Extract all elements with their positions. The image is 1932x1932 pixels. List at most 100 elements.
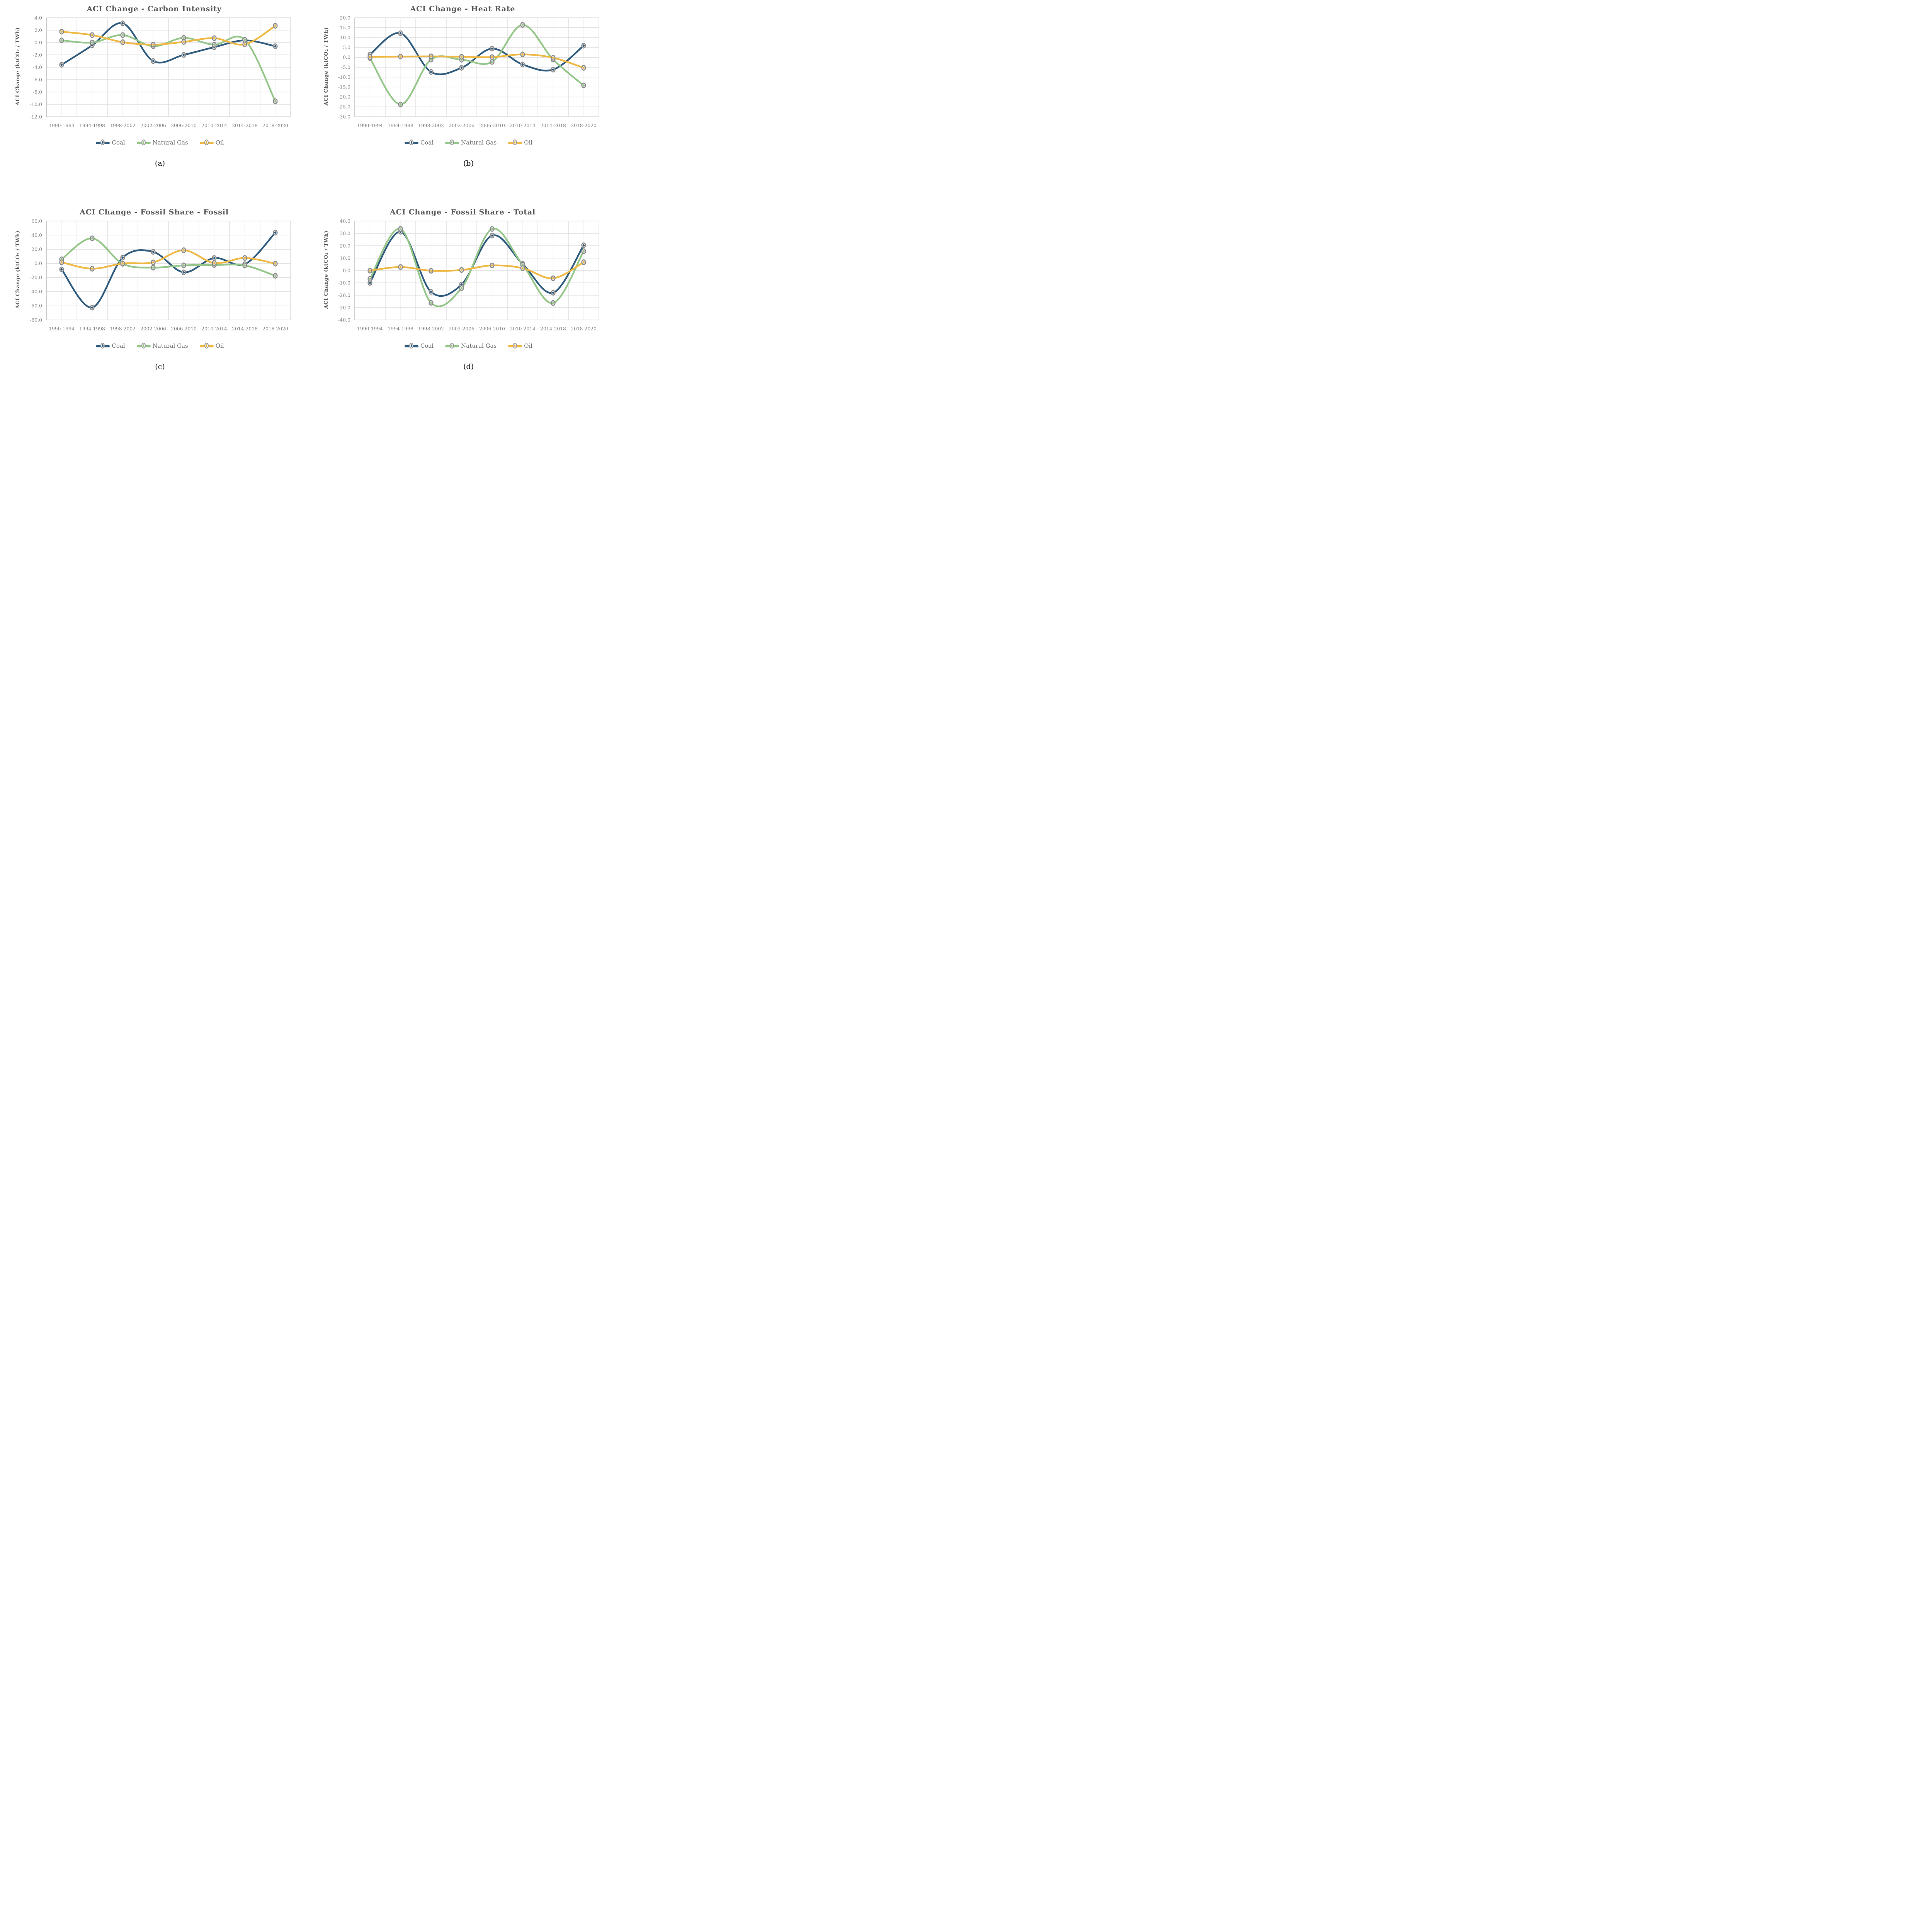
legend-line-marker-icon [136, 343, 151, 349]
caption-b: (b) [463, 159, 474, 168]
legend-a: Coal Natural Gas Oil [96, 139, 224, 146]
svg-text:-15.0: -15.0 [338, 84, 350, 90]
svg-text:0.0: 0.0 [34, 39, 42, 45]
svg-text:-30.0: -30.0 [338, 304, 350, 310]
svg-text:1994-1998: 1994-1998 [79, 326, 105, 332]
svg-text:0.0: 0.0 [343, 267, 350, 273]
chart-row-d: ACI Change (ktCO₂ / TWh) -40.0 -30.0 -20.0… [323, 217, 602, 340]
svg-text:10.0: 10.0 [340, 35, 350, 41]
svg-text:2002-2006: 2002-2006 [449, 123, 474, 128]
legend-line-marker-icon [404, 139, 418, 146]
chart-panel-b: ACI Change - Heat Rate ACI Change (ktCO₂… [308, 0, 617, 198]
legend-line-marker-icon [136, 139, 151, 146]
svg-text:-10.0: -10.0 [338, 74, 350, 80]
y-axis-label-b: ACI Change (ktCO₂ / TWh) [323, 27, 329, 106]
chart-row-c: ACI Change (ktCO₂ / TWh) -80.0 -60.0 -40.0… [15, 217, 294, 340]
svg-text:30.0: 30.0 [340, 230, 350, 236]
svg-text:2002-2006: 2002-2006 [449, 326, 474, 332]
svg-text:2010-2014: 2010-2014 [201, 326, 227, 332]
svg-text:1990-1994: 1990-1994 [49, 326, 75, 332]
svg-text:2014-2018: 2014-2018 [540, 326, 566, 332]
svg-text:40.0: 40.0 [340, 218, 350, 224]
svg-text:1994-1998: 1994-1998 [388, 326, 413, 332]
legend-item-coal: Coal [96, 139, 125, 146]
chart-row-a: ACI Change (ktCO₂ / TWh) -12.0 -10.0 -8.0 -… [15, 14, 294, 137]
legend-label: Coal [112, 139, 125, 146]
y-axis-label-a: ACI Change (ktCO₂ / TWh) [15, 27, 21, 106]
legend-line-marker-icon [445, 139, 459, 146]
svg-text:1990-1994: 1990-1994 [49, 123, 75, 128]
svg-text:-20.0: -20.0 [29, 275, 42, 281]
caption-c: (c) [155, 362, 165, 371]
y-axis-label-d: ACI Change (ktCO₂ / TWh) [323, 230, 329, 309]
y-axis-label-c: ACI Change (ktCO₂ / TWh) [15, 230, 21, 309]
svg-text:-40.0: -40.0 [338, 317, 350, 323]
svg-text:10.0: 10.0 [340, 255, 350, 261]
legend-line-marker-icon [404, 343, 418, 349]
legend-line-marker-icon [96, 343, 110, 349]
legend-item-natural-gas: Natural Gas [445, 139, 497, 146]
plot-area-c: -80.0 -60.0 -40.0 -20.0 0.0 20.0 40.0 60.0 1990-… [29, 218, 291, 332]
caption-d: (d) [463, 362, 474, 371]
svg-text:-25.0: -25.0 [338, 104, 350, 110]
svg-text:-5.0: -5.0 [341, 64, 350, 70]
legend-label: Natural Gas [461, 139, 497, 146]
plot-area-d: -40.0 -30.0 -20.0 -10.0 0.0 10.0 20.0 30.0 40.0 1… [338, 218, 599, 332]
svg-text:2.0: 2.0 [34, 27, 42, 33]
chart-title-d: ACI Change - Fossil Share - Total [390, 208, 536, 216]
svg-text:5.0: 5.0 [343, 44, 350, 50]
svg-text:-4.0: -4.0 [32, 64, 42, 70]
legend-line-marker-icon [199, 139, 214, 146]
svg-text:0.0: 0.0 [34, 260, 42, 266]
svg-text:-6.0: -6.0 [32, 77, 42, 82]
legend-label: Natural Gas [461, 342, 497, 349]
legend-item-oil: Oil [199, 342, 224, 349]
svg-text:2014-2018: 2014-2018 [232, 123, 258, 128]
legend-item-natural-gas: Natural Gas [136, 139, 188, 146]
legend-label: Coal [112, 342, 125, 349]
legend-label: Natural Gas [152, 342, 188, 349]
legend-item-coal: Coal [404, 342, 434, 349]
svg-text:-60.0: -60.0 [29, 303, 42, 309]
svg-text:20.0: 20.0 [31, 246, 42, 252]
svg-text:-12.0: -12.0 [29, 114, 42, 119]
chart-title-b: ACI Change - Heat Rate [410, 5, 515, 13]
legend-label: Oil [524, 139, 533, 146]
svg-text:2018-2020: 2018-2020 [262, 123, 288, 128]
svg-text:2006-2010: 2006-2010 [479, 123, 505, 128]
legend-b: Coal Natural Gas Oil [404, 139, 532, 146]
svg-text:2006-2010: 2006-2010 [171, 123, 197, 128]
svg-text:-30.0: -30.0 [338, 114, 350, 119]
legend-item-oil: Oil [508, 342, 532, 349]
chart-panel-c: ACI Change - Fossil Share - Fossil ACI C… [0, 198, 308, 396]
legend-item-coal: Coal [96, 342, 125, 349]
svg-text:20.0: 20.0 [340, 15, 350, 20]
legend-label: Oil [524, 342, 533, 349]
svg-text:2002-2006: 2002-2006 [140, 326, 166, 332]
svg-text:2018-2020: 2018-2020 [262, 326, 288, 332]
svg-text:-10.0: -10.0 [29, 101, 42, 107]
plot-area-b: -30.0 -25.0 -20.0 -15.0 -10.0 -5.0 0.0 5.0 10.0 1… [338, 15, 599, 128]
svg-text:4.0: 4.0 [34, 15, 42, 20]
legend-line-marker-icon [445, 343, 459, 349]
svg-text:1990-1994: 1990-1994 [357, 326, 383, 332]
svg-text:2018-2020: 2018-2020 [571, 123, 597, 128]
svg-text:2014-2018: 2014-2018 [232, 326, 258, 332]
chart-row-b: ACI Change (ktCO₂ / TWh) -30.0 -25.0 -20.0… [323, 14, 602, 137]
svg-text:1998-2002: 1998-2002 [110, 326, 136, 332]
svg-text:15.0: 15.0 [340, 25, 350, 31]
legend-line-marker-icon [199, 343, 214, 349]
svg-text:2010-2014: 2010-2014 [201, 123, 227, 128]
svg-text:1994-1998: 1994-1998 [388, 123, 413, 128]
svg-text:2006-2010: 2006-2010 [479, 326, 505, 332]
svg-text:-10.0: -10.0 [338, 280, 350, 286]
legend-line-marker-icon [508, 139, 522, 146]
legend-item-oil: Oil [508, 139, 532, 146]
legend-item-natural-gas: Natural Gas [445, 342, 497, 349]
svg-text:-8.0: -8.0 [32, 89, 42, 95]
chart-title-a: ACI Change - Carbon Intensity [87, 5, 222, 13]
svg-text:1998-2002: 1998-2002 [418, 326, 444, 332]
legend-item-oil: Oil [199, 139, 224, 146]
svg-text:-40.0: -40.0 [29, 289, 42, 294]
chart-panel-d: ACI Change - Fossil Share - Total ACI Ch… [308, 198, 617, 396]
